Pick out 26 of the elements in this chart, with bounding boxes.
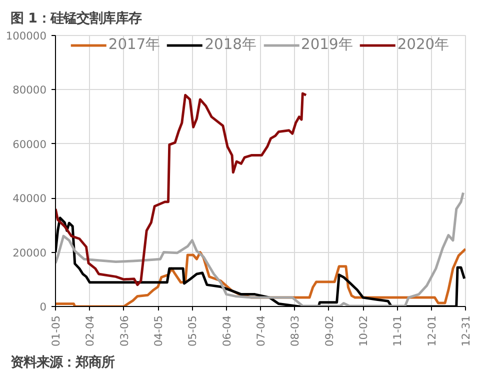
x-tick-label: 09-02 bbox=[322, 315, 336, 346]
x-tick-label: 08-03 bbox=[288, 315, 302, 346]
x-tick-label: 02-04 bbox=[84, 315, 97, 346]
x-tick-label: 10-02 bbox=[357, 315, 370, 346]
x-tick-label: 11-01 bbox=[391, 315, 404, 346]
y-tick-label: 40000 bbox=[12, 192, 47, 206]
legend-label: 2020年 bbox=[397, 35, 450, 54]
line-series bbox=[56, 92, 308, 286]
y-tick-label: 100000 bbox=[6, 30, 47, 42]
chart-title: 图 1：硅锰交割库库存 bbox=[10, 10, 142, 26]
y-tick-label: 80000 bbox=[12, 84, 47, 97]
text: 资料来源：郑商所 bbox=[10, 354, 114, 370]
x-tick-label: 03-06 bbox=[118, 315, 131, 346]
y-tick-label: 60000 bbox=[12, 138, 47, 151]
x-tick-label: 04-05 bbox=[152, 315, 165, 346]
x-tick-label: 06-04 bbox=[220, 315, 234, 346]
x-tick-label: 05-05 bbox=[186, 315, 200, 346]
legend-label: 2019年 bbox=[301, 35, 354, 54]
x-tick-label: 07-04 bbox=[254, 315, 268, 346]
x-tick-label: 01-05 bbox=[50, 315, 62, 346]
legend-label: 2018年 bbox=[204, 35, 257, 54]
legend-label: 2017年 bbox=[108, 35, 161, 54]
y-tick-label: 0 bbox=[40, 300, 47, 314]
y-tick-label: 20000 bbox=[12, 246, 47, 260]
x-tick-label: 12-01 bbox=[425, 315, 438, 346]
x-tick-label: 12-31 bbox=[460, 315, 472, 346]
